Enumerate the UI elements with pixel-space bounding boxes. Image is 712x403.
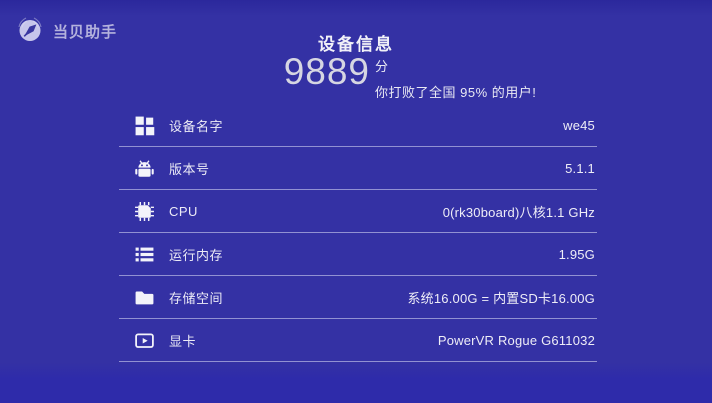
cpu-icon [134, 201, 155, 222]
info-row-device-name: 设备名字 we45 [119, 104, 597, 147]
info-label: 设备名字 [169, 118, 224, 134]
score-unit: 分 [375, 59, 389, 74]
info-row-ram: 运行内存 1.95G [119, 233, 597, 276]
info-row-cpu: CPU 0(rk30board)八核1.1 GHz [119, 190, 597, 233]
app-name: 当贝助手 [53, 24, 118, 41]
info-value: 1.95G [558, 246, 595, 262]
display-icon [134, 330, 155, 351]
info-value: 系统16.00G = 内置SD卡16.00G [407, 290, 595, 306]
android-icon [134, 158, 155, 179]
grid-icon [134, 115, 155, 136]
info-value: PowerVR Rogue G611032 [437, 332, 595, 348]
info-label: 版本号 [169, 161, 210, 177]
app-logo: 当贝助手 [15, 14, 117, 49]
info-value: 5.1.1 [565, 160, 595, 176]
info-label: CPU [169, 203, 198, 219]
score-caption: 分 你打败了全国 95% 的用户! [375, 56, 536, 101]
info-label: 运行内存 [169, 247, 224, 263]
page-title: 设备信息 [318, 35, 394, 54]
dangbei-logo-icon [15, 14, 45, 49]
list-icon [134, 244, 155, 265]
score-subtitle: 你打败了全国 95% 的用户! [375, 85, 537, 100]
device-info-list: 设备名字 we45 版本号 5.1.1 [119, 104, 597, 362]
benchmark-score: 9889 [283, 51, 370, 92]
info-row-storage: 存储空间 系统16.00G = 内置SD卡16.00G [119, 276, 597, 319]
info-label: 存储空间 [169, 290, 224, 306]
info-value: we45 [563, 117, 595, 133]
info-row-os-version: 版本号 5.1.1 [119, 147, 597, 190]
info-label: 显卡 [169, 333, 197, 349]
folder-icon [134, 287, 155, 308]
info-value: 0(rk30board)八核1.1 GHz [442, 204, 595, 220]
info-row-gpu: 显卡 PowerVR Rogue G611032 [119, 319, 597, 362]
